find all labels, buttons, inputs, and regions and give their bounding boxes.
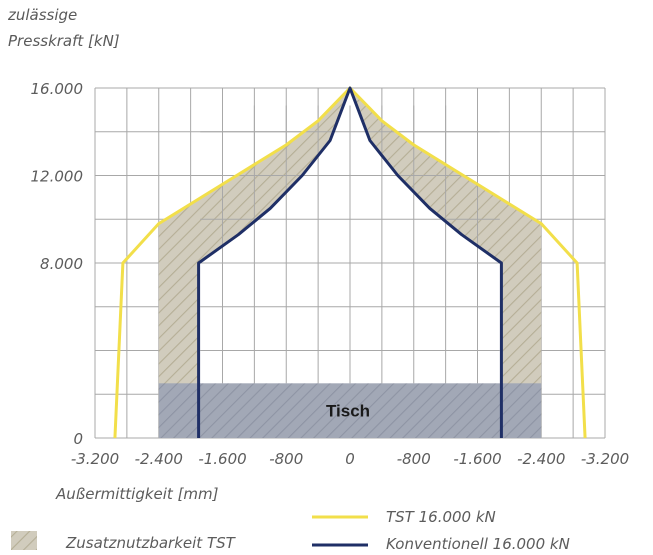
- y-tick-label: 8.000: [40, 255, 83, 273]
- x-tick-label: -800: [397, 450, 431, 468]
- x-tick-label: -2.400: [135, 450, 183, 468]
- x-tick-label: -800: [269, 450, 303, 468]
- y-axis-label-line-2: Presskraft [kN]: [8, 32, 120, 50]
- legend-label-tst: TST 16.000 kN: [386, 508, 496, 526]
- table-label: Tisch: [326, 402, 370, 421]
- legend-swatch-zusatz: [11, 531, 37, 550]
- x-tick-label: -3.200: [581, 450, 629, 468]
- y-tick-label: 0: [73, 430, 83, 448]
- y-tick-label: 16.000: [31, 80, 84, 98]
- x-tick-label: -1.600: [453, 450, 501, 468]
- x-tick-label: -3.200: [71, 450, 119, 468]
- series-line-konventionell: [197, 86, 503, 438]
- y-tick-label: 12.000: [31, 168, 84, 186]
- legend-label-zusatz: Zusatznutzbarkeit TST: [65, 534, 237, 552]
- x-tick-label: -1.600: [198, 450, 246, 468]
- x-axis-label: Außermittigkeit [mm]: [55, 485, 219, 503]
- table-block: [158, 383, 542, 438]
- y-axis-label-line-1: zulässige: [8, 6, 78, 24]
- x-tick-label: 0: [345, 450, 355, 468]
- legend-label-konventionell: Konventionell 16.000 kN: [386, 535, 570, 553]
- x-tick-label: -2.400: [517, 450, 565, 468]
